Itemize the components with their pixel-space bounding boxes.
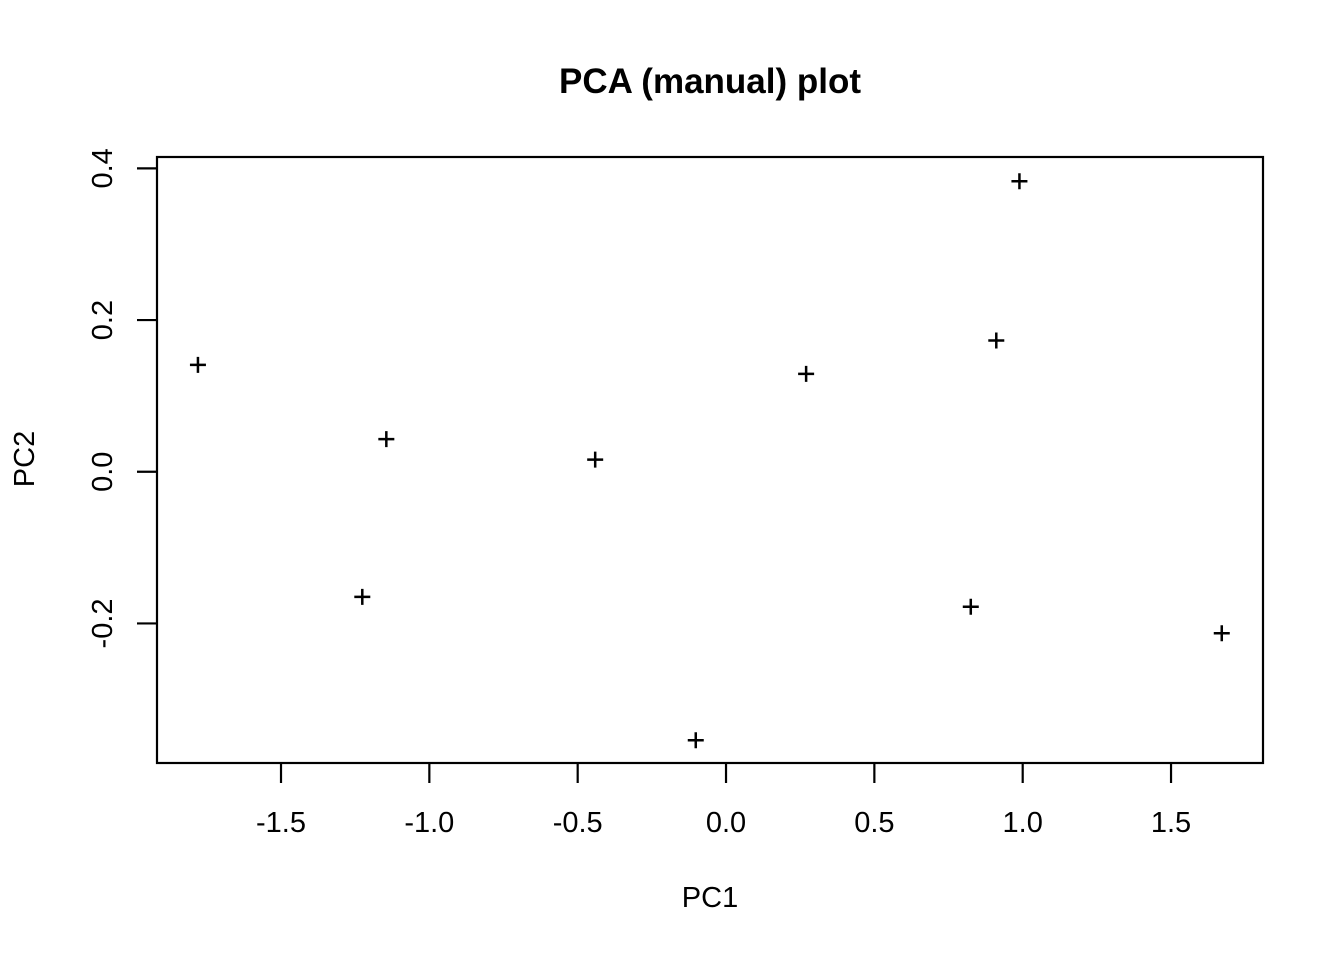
x-tick-label: -1.0 bbox=[404, 807, 454, 839]
x-tick-label: 1.5 bbox=[1151, 807, 1191, 839]
y-tick-label: 0.4 bbox=[87, 148, 119, 188]
data-point-marker bbox=[798, 365, 815, 382]
data-point-marker bbox=[354, 588, 371, 605]
y-axis-ticks: -0.2 0.0 0.2 0.4 bbox=[87, 148, 157, 648]
data-points bbox=[189, 173, 1230, 749]
plot-title: PCA (manual) plot bbox=[559, 62, 861, 101]
data-point-marker bbox=[962, 598, 979, 615]
x-tick-label: -0.5 bbox=[553, 807, 603, 839]
x-tick-label: -1.5 bbox=[256, 807, 306, 839]
data-point-marker bbox=[1011, 173, 1028, 190]
y-tick-label: -0.2 bbox=[87, 598, 119, 648]
x-tick-label: 0.0 bbox=[706, 807, 746, 839]
data-point-marker bbox=[1213, 625, 1230, 642]
x-axis-label: PC1 bbox=[682, 882, 738, 914]
y-tick-label: 0.0 bbox=[87, 452, 119, 492]
x-tick-label: 1.0 bbox=[1003, 807, 1043, 839]
data-point-marker bbox=[189, 356, 206, 373]
data-point-marker bbox=[687, 732, 704, 749]
x-axis-ticks: -1.5 -1.0 -0.5 0.0 0.5 1.0 1.5 bbox=[256, 763, 1191, 839]
y-axis-label: PC2 bbox=[9, 431, 41, 487]
plot-box bbox=[155, 155, 1265, 765]
data-point-marker bbox=[378, 431, 395, 448]
data-point-marker bbox=[587, 451, 604, 468]
x-tick-label: 0.5 bbox=[854, 807, 894, 839]
y-tick-label: 0.2 bbox=[87, 300, 119, 340]
data-point-marker bbox=[988, 332, 1005, 349]
